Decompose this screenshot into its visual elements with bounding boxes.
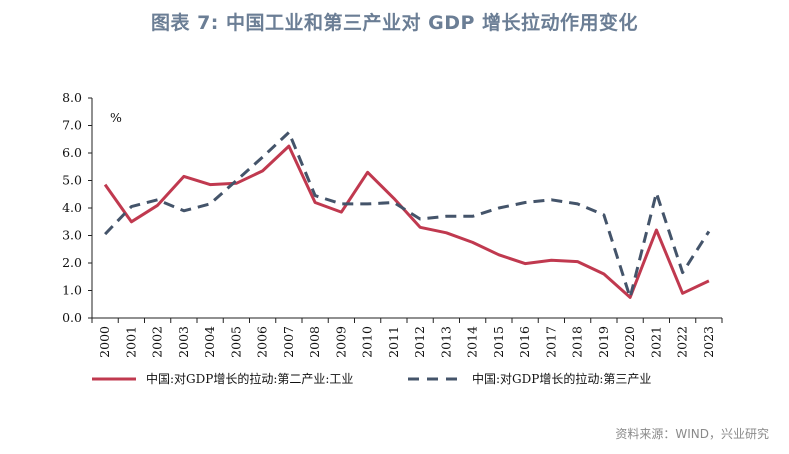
y-tick-label: 3.0 [62, 228, 82, 243]
legend-label-1: 中国:对GDP增长的拉动:第二产业:工业 [146, 371, 353, 386]
y-tick-label: 5.0 [62, 173, 82, 188]
y-tick-label: 0.0 [62, 310, 82, 325]
series-line-2 [104, 130, 711, 299]
legend-label-2: 中国:对GDP增长的拉动:第三产业 [472, 371, 651, 386]
x-tick-label: 2012 [412, 326, 427, 358]
x-tick-label: 2000 [97, 326, 112, 358]
x-tick-label: 2017 [543, 326, 558, 358]
chart-axes: 0.0 1.0 2.0 3.0 4.0 5.0 6.0 7.0 8.0% 2000 2001 2002… [62, 90, 723, 358]
x-tick-label: 2021 [648, 326, 663, 358]
x-tick-label: 2022 [675, 326, 690, 358]
x-tick-label: 2010 [360, 326, 375, 358]
x-tick-label: 2007 [281, 326, 296, 358]
x-tick-label: 2020 [622, 326, 637, 358]
x-tick-label: 2003 [176, 326, 191, 358]
y-tick-label: 4.0 [62, 200, 82, 215]
y-axis-unit: % [110, 110, 122, 125]
x-tick-label: 2011 [386, 326, 401, 358]
chart-title: 图表 7: 中国工业和第三产业对 GDP 增长拉动作用变化 [150, 12, 639, 34]
source-note: 资料来源：WIND，兴业研究 [615, 427, 769, 441]
x-tick-label: 2016 [517, 326, 532, 358]
y-tick-label: 8.0 [62, 90, 82, 105]
y-tick-label: 1.0 [62, 283, 82, 298]
x-tick-label: 2001 [123, 326, 138, 358]
x-tick-label: 2023 [701, 326, 716, 358]
chart-legend: 中国:对GDP增长的拉动:第二产业:工业 中国:对GDP增长的拉动:第三产业 [92, 371, 651, 386]
x-tick-label: 2015 [491, 326, 506, 358]
x-tick-label: 2013 [438, 326, 453, 358]
x-tick-label: 2014 [465, 326, 480, 358]
chart-lines [103, 130, 711, 299]
y-tick-label: 6.0 [62, 145, 82, 160]
x-tick-label: 2019 [596, 326, 611, 358]
x-tick-label: 2006 [255, 326, 270, 358]
x-tick-label: 2004 [202, 326, 217, 358]
y-tick-label: 7.0 [62, 118, 82, 133]
x-tick-label: 2018 [570, 326, 585, 358]
x-tick-label: 2002 [150, 326, 165, 358]
x-tick-label: 2009 [333, 326, 348, 358]
series-line-1 [103, 144, 710, 299]
y-tick-label: 2.0 [62, 255, 82, 270]
x-tick-label: 2008 [307, 326, 322, 358]
x-tick-label: 2005 [228, 326, 243, 358]
